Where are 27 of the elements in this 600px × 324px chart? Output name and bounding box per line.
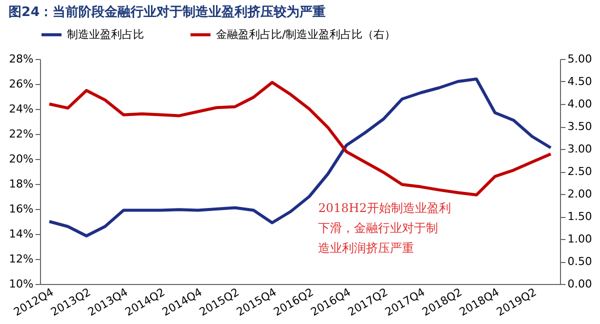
y-tick-label: 26% (9, 78, 34, 90)
y2-tick-label: 4.00 (568, 98, 592, 110)
y-tick-label: 20% (9, 152, 34, 166)
y-tick-label: 14% (9, 228, 34, 240)
y-tick-label: 12% (9, 252, 34, 266)
y-tick-label: 18% (9, 178, 34, 190)
legend-label: 金融盈利占比/制造业盈利占比（右） (216, 28, 396, 41)
y2-tick-label: 0.00 (568, 278, 592, 290)
y-tick-label: 24% (9, 102, 34, 116)
y2-tick-label: 0.50 (568, 255, 592, 268)
y2-tick-label: 3.00 (568, 142, 592, 156)
y2-tick-label: 2.50 (568, 165, 592, 178)
annotation: 2018H2开始制造业盈利下滑，金融行业对于制造业利润挤压严重 (318, 201, 451, 255)
y2-tick-label: 1.50 (568, 210, 592, 223)
y-tick-label: 28% (9, 52, 34, 66)
line-series (48, 78, 552, 238)
y-tick-label: 10% (9, 278, 34, 290)
y2-tick-label: 4.50 (568, 75, 592, 88)
chart-title: 图24：当前阶段金融行业对于制造业盈利挤压较为严重 (8, 4, 326, 20)
y-tick-label: 22% (9, 128, 34, 140)
y2-tick-label: 3.50 (568, 120, 592, 133)
y2-tick-label: 1.00 (568, 232, 592, 246)
y2-tick-label: 2.00 (568, 188, 592, 200)
y-tick-label: 16% (9, 202, 34, 216)
y2-tick-label: 5.00 (568, 52, 592, 66)
legend-label: 制造业盈利占比 (67, 28, 144, 41)
line-series (48, 80, 552, 196)
